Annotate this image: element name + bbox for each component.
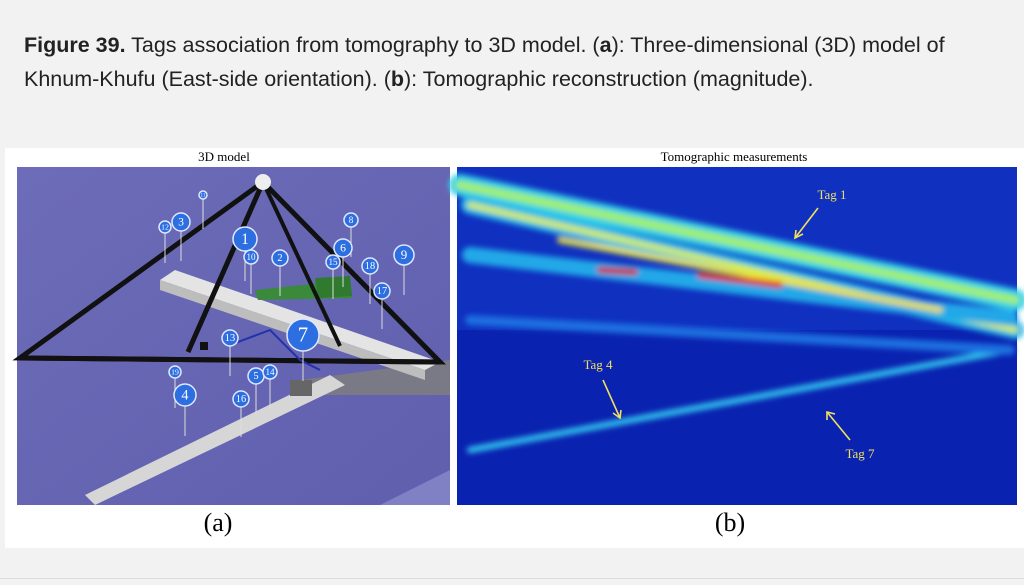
caption-part: ): Three-dimensional (3D) model of Khnum… <box>24 33 945 91</box>
tag-label: 4 <box>181 387 188 403</box>
tag-marker <box>343 212 359 228</box>
tag-label: 5 <box>253 371 258 382</box>
tag-label: 19 <box>171 367 179 376</box>
tag-label: 16 <box>236 394 246 405</box>
tag-marker <box>243 249 259 265</box>
tag-label: 18 <box>365 261 375 272</box>
tag-label: 13 <box>225 333 235 344</box>
tag-label: 7 <box>298 323 308 346</box>
panel-label: (b) <box>715 508 745 537</box>
caption-part: b <box>390 67 405 91</box>
caption-part: a <box>599 33 612 57</box>
annotation: Tag 1 <box>817 187 846 202</box>
panel-label: (a) <box>204 508 233 537</box>
tag-label: 8 <box>349 215 354 225</box>
tag-label: 2 <box>277 253 282 264</box>
tag-label: 1 <box>241 231 249 248</box>
tag-label: 17 <box>377 286 387 297</box>
tag-label: 15 <box>328 257 338 267</box>
panel-title: Tomographic measurements <box>661 149 808 164</box>
tag-label: 14 <box>265 367 275 377</box>
tag-marker <box>373 282 391 300</box>
tomography-image <box>449 167 1024 505</box>
tag-marker <box>232 390 250 408</box>
annotation: Tag 7 <box>845 446 875 461</box>
annotation-arrows <box>602 207 851 441</box>
tag-marker <box>198 190 208 200</box>
tag-group: 3 12 11 8 1 10 2 615 18 9 17 13 7 19 5 14 4 16 <box>158 190 415 437</box>
tag-label: 3 <box>178 216 184 229</box>
tag-marker <box>333 238 353 258</box>
tag-marker <box>271 249 289 267</box>
annotation: Tag 4 <box>583 357 613 372</box>
panel-title: 3D model <box>198 149 250 164</box>
tag-marker <box>173 383 197 407</box>
figure: 3D model Tomographic measurements 3 12 11 8… <box>5 148 1024 548</box>
tag-marker <box>361 257 379 275</box>
tag-marker <box>232 226 258 252</box>
caption-part: Tags association from tomography to 3D m… <box>125 33 600 57</box>
tag-label: 10 <box>246 252 256 262</box>
tag-label: 9 <box>401 247 408 262</box>
tag-marker <box>171 212 191 232</box>
tag-marker <box>158 220 172 234</box>
tag-marker <box>393 244 415 266</box>
figure-svg: 3D model Tomographic measurements 312118… <box>12 149 1024 537</box>
tag-label: 6 <box>340 242 346 255</box>
tag-marker <box>221 329 239 347</box>
divider <box>0 578 1024 579</box>
caption-part: Figure 39. <box>24 33 126 57</box>
tag-label: 12 <box>161 222 169 231</box>
tag-marker <box>168 365 182 379</box>
tag-marker <box>286 318 320 352</box>
tag-label: 11 <box>201 193 206 199</box>
caption-part: ): Tomographic reconstruction (magnitude… <box>404 67 814 91</box>
tag-marker <box>262 364 278 380</box>
figure-caption: Figure 39. Tags association from tomogra… <box>24 28 1009 96</box>
tag-marker <box>325 254 341 270</box>
